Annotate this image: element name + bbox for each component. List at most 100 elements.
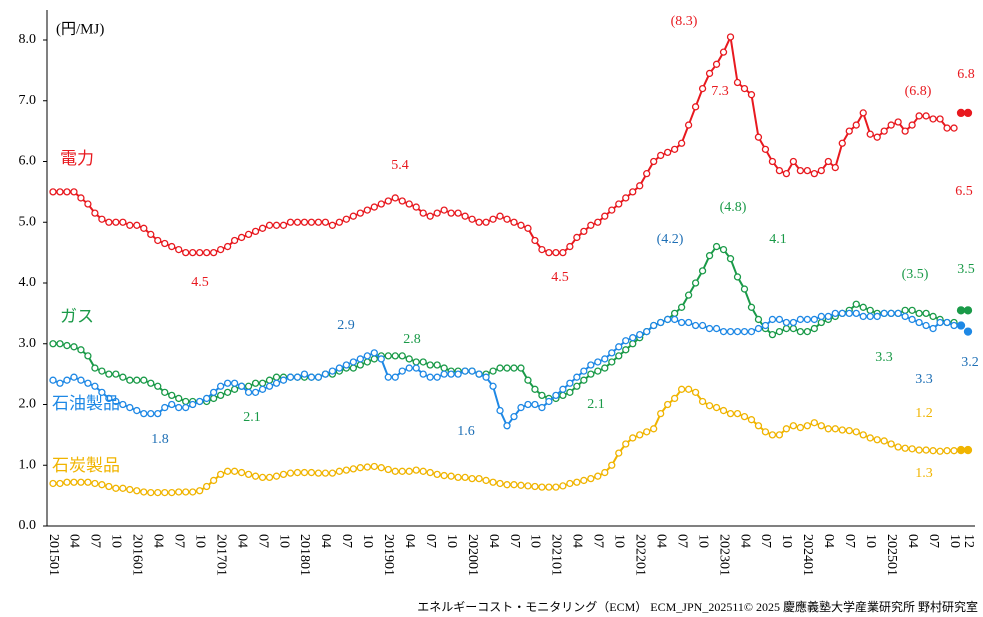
data-point <box>587 370 595 378</box>
annotation: (4.8) <box>720 200 747 215</box>
data-point <box>573 478 581 486</box>
data-point <box>335 467 344 475</box>
data-point <box>419 209 427 217</box>
data-point <box>566 379 574 387</box>
data-point <box>175 394 183 403</box>
data-point <box>70 373 78 381</box>
data-point <box>922 446 930 454</box>
data-point <box>84 200 92 208</box>
data-point <box>719 245 728 254</box>
x-tick-label: 04 <box>653 534 668 548</box>
data-point <box>258 379 267 387</box>
annotation: 5.4 <box>391 158 409 173</box>
data-point <box>936 318 944 327</box>
data-point <box>538 245 546 254</box>
x-tick-label: 202101 <box>549 534 564 576</box>
data-point <box>161 403 169 412</box>
data-point <box>754 133 763 141</box>
data-point <box>77 194 85 202</box>
data-point <box>587 361 595 369</box>
data-point <box>147 409 155 418</box>
data-point <box>650 321 658 330</box>
x-tick-label: 10 <box>528 534 543 548</box>
data-point <box>775 166 784 175</box>
data-point <box>789 157 798 166</box>
data-point <box>922 309 930 318</box>
data-point <box>91 364 99 372</box>
data-point <box>216 382 225 390</box>
data-point <box>272 221 281 229</box>
annotation: 4.5 <box>551 270 569 285</box>
data-point <box>838 309 846 318</box>
data-point <box>412 364 420 372</box>
data-point <box>426 361 434 369</box>
data-point <box>482 218 490 226</box>
data-point <box>279 470 288 479</box>
data-point <box>670 309 679 318</box>
data-point <box>377 464 385 472</box>
data-point <box>49 340 57 348</box>
data-point <box>698 84 707 93</box>
data-point <box>908 315 916 324</box>
data-point <box>880 127 888 135</box>
data-point <box>643 169 651 178</box>
data-point <box>594 218 602 226</box>
data-point <box>580 376 588 384</box>
data-point <box>133 406 141 415</box>
data-point <box>398 467 406 475</box>
data-point <box>608 206 616 214</box>
data-point <box>768 330 777 339</box>
data-point <box>63 376 71 384</box>
data-point <box>175 245 183 254</box>
data-point <box>796 327 805 336</box>
data-point <box>859 303 867 311</box>
data-point <box>956 108 966 118</box>
x-tick-label: 07 <box>926 534 941 548</box>
data-point <box>664 315 672 324</box>
data-point <box>349 465 357 473</box>
data-point <box>636 431 644 439</box>
data-point <box>705 324 714 333</box>
data-point <box>852 121 860 129</box>
data-point <box>161 488 169 497</box>
data-point <box>531 385 539 393</box>
data-point <box>705 402 714 410</box>
data-point <box>426 468 434 477</box>
data-point <box>328 221 337 229</box>
annotation: 1.3 <box>915 466 933 481</box>
data-point <box>440 370 448 378</box>
data-point <box>538 483 546 491</box>
annotation: 6.8 <box>957 67 975 82</box>
annotation: 6.5 <box>955 184 973 199</box>
data-point <box>70 478 78 486</box>
data-point <box>126 221 134 229</box>
data-point <box>712 60 721 68</box>
data-point <box>691 279 700 287</box>
data-point <box>342 466 351 474</box>
data-point <box>203 482 211 491</box>
data-point <box>594 358 602 366</box>
data-point <box>56 340 64 348</box>
series-label: 石油製品 <box>52 394 120 413</box>
data-point <box>796 166 805 175</box>
data-point <box>901 127 909 135</box>
data-point <box>105 394 113 403</box>
data-point <box>768 157 777 166</box>
series-line <box>53 388 955 494</box>
data-point <box>719 406 728 415</box>
data-point <box>105 370 113 378</box>
data-point <box>956 306 966 315</box>
data-point <box>244 230 253 239</box>
data-point <box>754 422 763 430</box>
data-point <box>789 324 798 333</box>
data-point <box>524 400 532 409</box>
data-point <box>922 112 930 120</box>
data-point <box>866 434 874 442</box>
data-point <box>803 327 812 336</box>
data-point <box>587 474 595 483</box>
data-point <box>943 447 951 455</box>
data-point <box>335 364 344 372</box>
series-label: 電力 <box>60 149 94 168</box>
data-point <box>573 373 581 381</box>
data-point <box>370 203 378 211</box>
